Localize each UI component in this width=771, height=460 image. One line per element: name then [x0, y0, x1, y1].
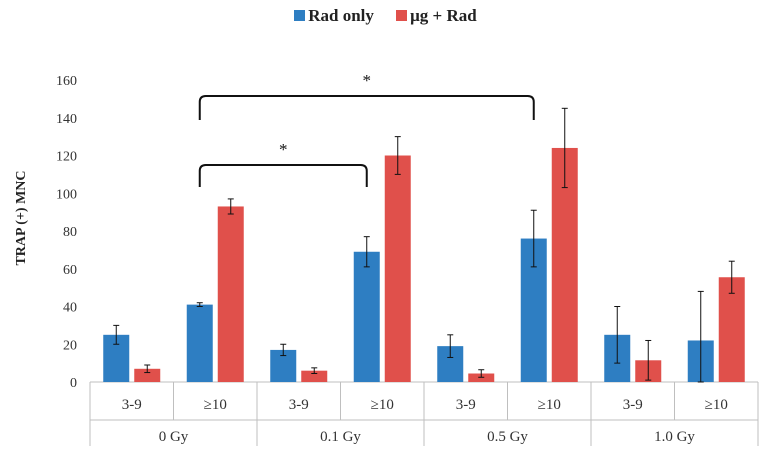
significance-star: * [363, 71, 372, 90]
significance-bracket [198, 95, 535, 120]
x-tick-label: 3-9 [456, 397, 476, 413]
y-tick-label: 60 [63, 263, 77, 278]
x-tick-label: ≥10 [371, 397, 394, 413]
x-tick-label: 3-9 [122, 397, 142, 413]
x-tick-label: ≥10 [204, 397, 227, 413]
legend-item-ug-rad: μg + Rad [396, 6, 477, 26]
y-tick-label: 80 [63, 225, 77, 240]
y-tick-label: 160 [56, 74, 77, 89]
y-tick-label: 0 [70, 376, 77, 391]
x-tick-label: 3-9 [289, 397, 309, 413]
bar-ug-rad [217, 206, 244, 382]
x-tick-label: ≥10 [705, 397, 728, 413]
y-tick-label: 20 [63, 338, 77, 353]
x-tick-label: 3-9 [623, 397, 643, 413]
legend-swatch-ug-rad [396, 10, 408, 21]
group-label: 1.0 Gy [654, 429, 695, 445]
legend-item-rad-only: Rad only [294, 6, 374, 26]
group-label: 0 Gy [159, 429, 189, 445]
y-tick-label: 140 [56, 112, 77, 127]
legend-label-rad-only: Rad only [308, 6, 374, 25]
y-tick-label: 40 [63, 301, 77, 316]
bar-rad-only [186, 304, 213, 382]
y-tick-label: 100 [56, 187, 77, 202]
legend: Rad only μg + Rad [0, 6, 771, 26]
group-label: 0.5 Gy [487, 429, 528, 445]
y-tick-label: 120 [56, 150, 77, 165]
group-label: 0.1 Gy [320, 429, 361, 445]
significance-star: * [279, 140, 288, 159]
bar-ug-rad [384, 155, 411, 382]
legend-label-ug-rad: μg + Rad [410, 6, 477, 25]
significance-bracket [198, 164, 368, 187]
bar-rad-only [353, 251, 380, 382]
bar-ug-rad [301, 370, 328, 382]
bar-ug-rad [718, 277, 745, 382]
bar-ug-rad [134, 368, 161, 382]
legend-swatch-rad-only [294, 10, 306, 21]
x-tick-label: ≥10 [538, 397, 561, 413]
